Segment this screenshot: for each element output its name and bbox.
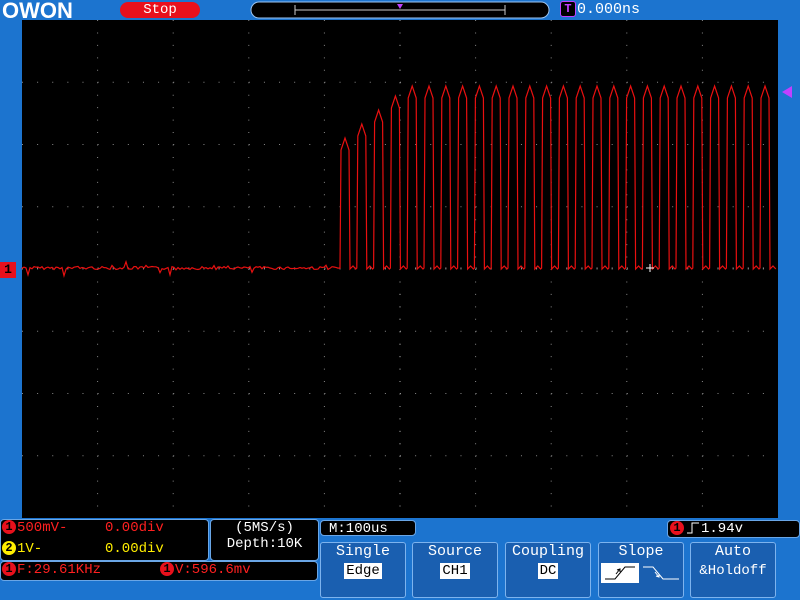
menu-label: Slope (618, 543, 664, 560)
ch2-scale: 1V- (17, 541, 43, 557)
ch1-badge: 1 (2, 520, 16, 535)
waveform (21, 84, 777, 278)
menu-button[interactable]: Source CH1 (412, 542, 498, 598)
channel-marker: 1 (0, 262, 16, 278)
run-status[interactable]: Stop (120, 2, 200, 18)
slope-icons (601, 563, 679, 583)
ch1-scale: 500mV- (17, 520, 68, 536)
trigger-level-marker (782, 86, 792, 98)
trigger-level: 1 1.94v (667, 520, 800, 538)
measure-panel (0, 561, 318, 581)
waveform-screen (21, 20, 792, 518)
menu-button[interactable]: Auto &Holdoff (690, 542, 776, 598)
menu-button[interactable]: Single Edge (320, 542, 406, 598)
trigger-badge: 1 (670, 521, 684, 536)
menu-label: Auto (714, 543, 751, 560)
channel-panel (0, 519, 209, 561)
menu-value: DC (537, 563, 559, 579)
ch2-badge: 2 (2, 541, 16, 556)
memory-depth: Depth:10K (226, 536, 303, 552)
measure-text: V:596.6mv (175, 562, 251, 578)
measure-badge: 1 (2, 562, 16, 577)
measure-badge: 1 (160, 562, 174, 577)
ch2-info: 2 1V- (2, 541, 42, 557)
measure-volt: 1 V:596.6mv (160, 562, 251, 578)
menu-label: Coupling (511, 543, 584, 560)
trigger-time: T 0.000ns (560, 1, 640, 18)
cursor (646, 264, 654, 272)
trigger-time-value: 0.000ns (577, 1, 641, 18)
menu-button[interactable]: Slope (598, 542, 684, 598)
timebase: M:100us (320, 520, 416, 537)
logo: OWON (2, 0, 73, 23)
trigger-icon: T (560, 1, 576, 18)
menu-value: CH1 (440, 563, 470, 579)
ch1-info: 1 500mV- (2, 520, 67, 536)
ch2-offset: 0.00div (105, 541, 164, 557)
measure-text: F:29.61KHz (17, 562, 102, 578)
menu-value: &Holdoff (699, 563, 767, 579)
menu-button[interactable]: Coupling DC (505, 542, 591, 598)
edge-icon (687, 522, 699, 534)
trigger-level-value: 1.94v (701, 521, 744, 537)
sampling-panel: (5MS/s) Depth:10K (210, 519, 319, 561)
menu-label: Single (335, 543, 390, 560)
measure-freq: 1 F:29.61KHz (2, 562, 101, 578)
ch1-offset: 0.00div (105, 520, 164, 536)
menu-value: Edge (344, 563, 382, 579)
sample-rate: (5MS/s) (235, 520, 294, 536)
trigger-position-bar (250, 1, 550, 19)
menu-label: Source (427, 543, 482, 560)
